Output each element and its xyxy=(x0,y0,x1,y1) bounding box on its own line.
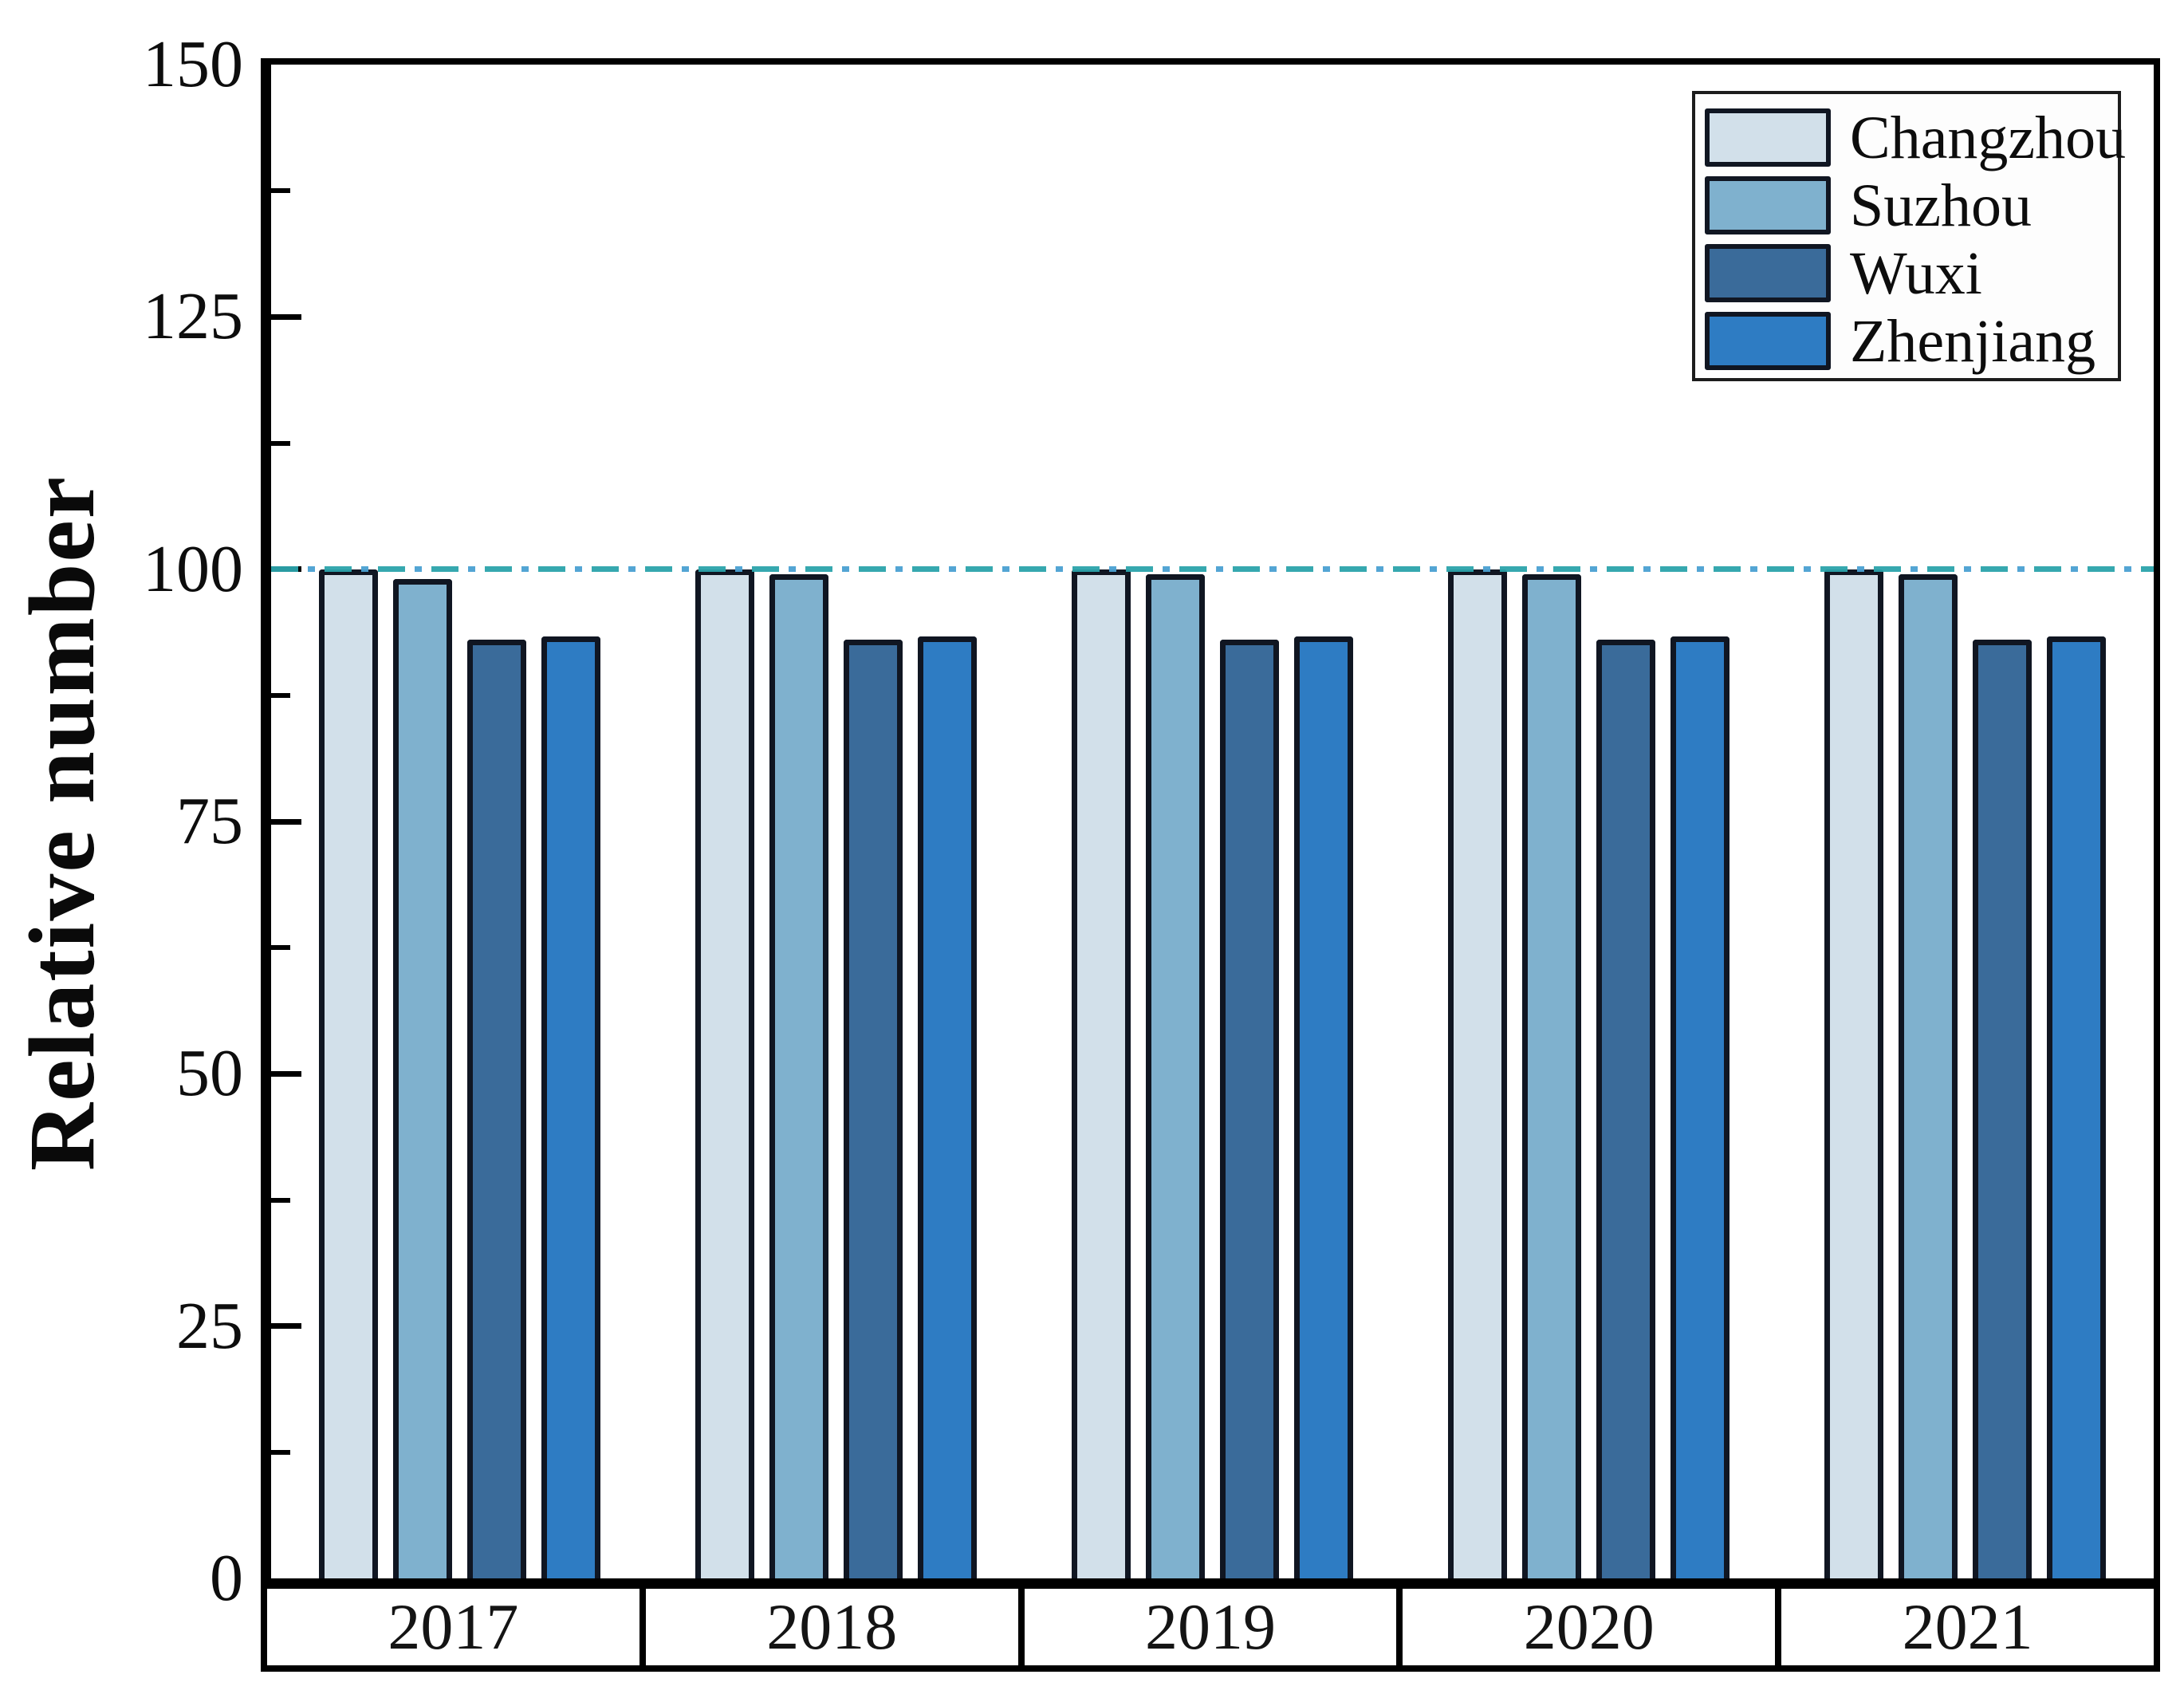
legend-row-suzhou: Suzhou xyxy=(1705,171,2118,239)
legend-label-changzhou: Changzhou xyxy=(1850,104,2127,171)
legend-label-suzhou: Suzhou xyxy=(1850,171,2032,239)
major-tick xyxy=(271,818,301,825)
bar-changzhou-2017 xyxy=(318,569,378,1578)
y-tick-label: 25 xyxy=(176,1288,243,1363)
legend-row-zhenjiang: Zhenjiang xyxy=(1705,307,2118,375)
minor-tick xyxy=(271,1449,290,1455)
minor-tick xyxy=(271,440,290,446)
bar-wuxi-2021 xyxy=(1973,640,2032,1578)
minor-tick xyxy=(271,188,290,194)
bar-zhenjiang-2017 xyxy=(541,636,600,1578)
bar-changzhou-2018 xyxy=(695,569,754,1578)
major-tick xyxy=(271,1323,301,1330)
minor-tick xyxy=(271,692,290,698)
legend-swatch-changzhou xyxy=(1705,108,1831,167)
legend-swatch-zhenjiang xyxy=(1705,312,1831,370)
reference-line xyxy=(271,566,2154,573)
x-category-box-2021: 2021 xyxy=(1775,1589,2160,1672)
y-tick-label: 100 xyxy=(143,531,243,606)
legend-label-wuxi: Wuxi xyxy=(1850,239,1982,307)
legend-swatch-suzhou xyxy=(1705,176,1831,234)
legend-row-changzhou: Changzhou xyxy=(1705,104,2126,171)
plot-inner xyxy=(271,65,2154,1578)
y-axis-title: Relative number xyxy=(10,475,114,1172)
bar-changzhou-2019 xyxy=(1072,569,1131,1578)
y-tick-label: 125 xyxy=(143,279,243,354)
x-category-box-2019: 2019 xyxy=(1017,1589,1403,1672)
x-category-box-2017: 2017 xyxy=(261,1589,646,1672)
legend-swatch-wuxi xyxy=(1705,244,1831,302)
major-tick xyxy=(271,313,301,320)
bar-changzhou-2020 xyxy=(1448,569,1508,1578)
minor-tick xyxy=(271,1197,290,1203)
bar-suzhou-2018 xyxy=(769,574,828,1578)
bar-wuxi-2017 xyxy=(466,640,526,1578)
bar-zhenjiang-2019 xyxy=(1294,636,1353,1578)
x-category-row: 2017 2018 2019 2020 2021 xyxy=(261,1589,2160,1672)
y-tick-label: 0 xyxy=(210,1541,243,1615)
bar-wuxi-2018 xyxy=(843,640,903,1578)
y-tick-label: 50 xyxy=(176,1036,243,1111)
bar-zhenjiang-2020 xyxy=(1670,636,1730,1578)
bar-suzhou-2020 xyxy=(1522,574,1582,1578)
x-category-box-2018: 2018 xyxy=(639,1589,1025,1672)
bar-wuxi-2019 xyxy=(1220,640,1279,1578)
bar-suzhou-2019 xyxy=(1146,574,1205,1578)
bar-zhenjiang-2021 xyxy=(2047,636,2107,1578)
bar-changzhou-2021 xyxy=(1824,569,1884,1578)
legend: Changzhou Suzhou Wuxi Zhenjiang xyxy=(1692,91,2126,381)
y-tick-label: 150 xyxy=(143,27,243,101)
legend-row-wuxi: Wuxi xyxy=(1705,239,2118,307)
bar-zhenjiang-2018 xyxy=(917,636,977,1578)
major-tick xyxy=(271,1070,301,1077)
minor-tick xyxy=(271,945,290,951)
y-tick-label: 75 xyxy=(176,784,243,858)
legend-label-zhenjiang: Zhenjiang xyxy=(1850,307,2096,375)
bar-wuxi-2020 xyxy=(1596,640,1656,1578)
bar-suzhou-2021 xyxy=(1899,574,1958,1578)
bar-suzhou-2017 xyxy=(392,579,452,1578)
x-category-box-2020: 2020 xyxy=(1396,1589,1782,1672)
